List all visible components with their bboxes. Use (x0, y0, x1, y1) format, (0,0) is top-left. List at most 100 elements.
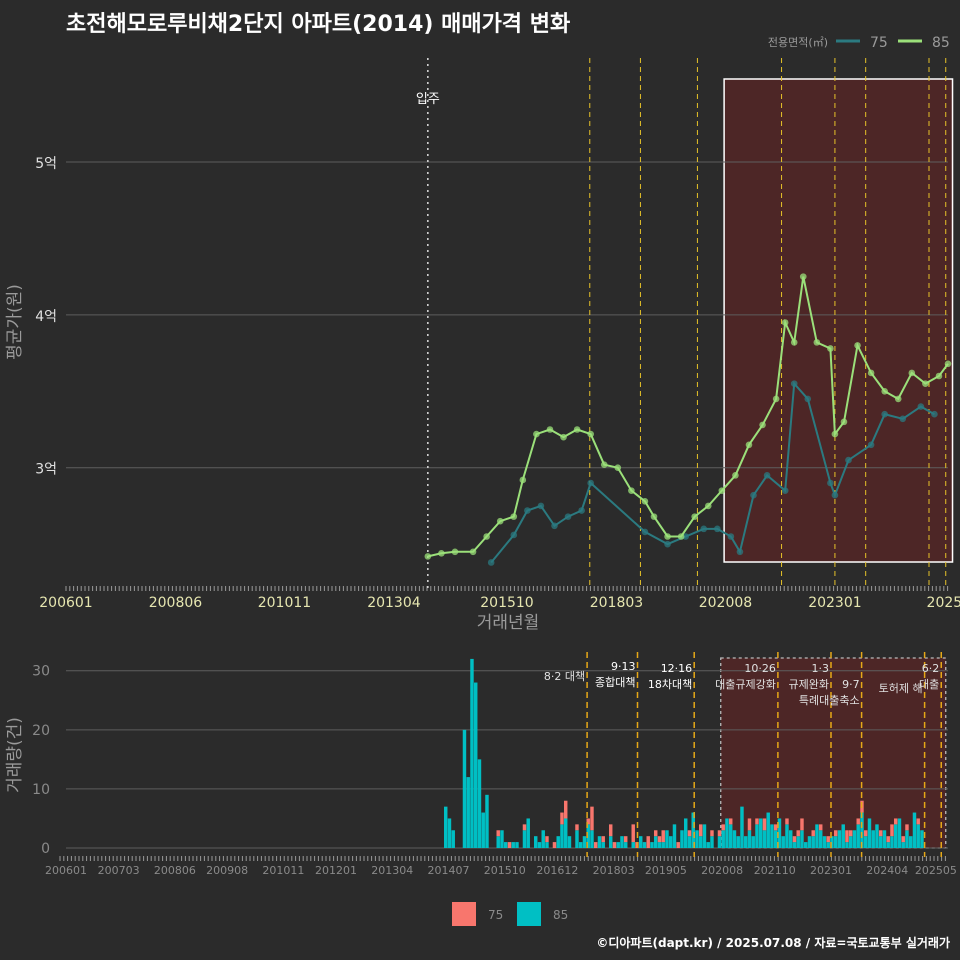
bar-85 (684, 818, 688, 848)
bar-85 (890, 836, 894, 848)
bar-85 (496, 836, 500, 848)
data-point-85 (677, 533, 685, 540)
data-point-85 (587, 430, 594, 438)
x-tick-label-bottom: 202505 (915, 864, 957, 877)
x-tick-label: 200806 (149, 595, 203, 611)
bar-85 (504, 842, 508, 848)
x-tick-label-bottom: 200601 (45, 864, 87, 877)
data-point-85 (519, 476, 527, 484)
data-point-85 (790, 339, 798, 346)
bar-85 (582, 836, 587, 848)
bar-85 (462, 729, 467, 848)
data-point-85 (799, 273, 807, 280)
data-point-75 (845, 456, 852, 464)
bar-85 (796, 836, 800, 848)
data-point-85 (546, 426, 554, 433)
bar-85 (830, 836, 834, 848)
bar-85 (639, 836, 643, 848)
bar-85 (590, 830, 594, 848)
bar-85 (586, 824, 590, 848)
x-tick-label-bottom: 201201 (315, 864, 357, 877)
bar-75 (552, 842, 557, 848)
x-tick-label-bottom: 202404 (866, 864, 908, 877)
policy-label: 종합대책 (595, 676, 635, 689)
bar-75 (676, 842, 680, 848)
x-tick-label: 201011 (258, 595, 311, 611)
bar-85 (567, 836, 572, 848)
bar-85 (710, 836, 714, 848)
bar-75 (661, 830, 665, 843)
bar-85 (654, 836, 658, 848)
data-point-85 (451, 548, 459, 556)
bar-85 (807, 836, 812, 848)
legend-swatch-bar-75 (452, 902, 476, 926)
y-tick-label-bottom: 30 (32, 664, 50, 680)
bar-85 (744, 836, 748, 848)
bar-75 (879, 830, 883, 837)
data-point-75 (587, 479, 594, 487)
bar-75 (856, 818, 860, 825)
bar-85 (819, 830, 823, 848)
bar-85 (481, 812, 485, 848)
legend-label-bar-85: 85 (553, 908, 568, 922)
data-point-75 (700, 525, 708, 533)
bar-85 (680, 830, 684, 848)
bar-85 (474, 682, 478, 848)
bar-75 (590, 806, 594, 831)
data-point-75 (564, 513, 572, 520)
bar-75 (687, 830, 692, 837)
bar-85 (789, 830, 793, 848)
bar-85 (537, 842, 542, 848)
bar-75 (755, 818, 759, 825)
policy-label: 규제완화 (789, 678, 829, 691)
bar-75 (717, 830, 722, 837)
bar-85 (522, 830, 527, 848)
bar-75 (609, 824, 613, 837)
policy-label: 1·3 (812, 662, 830, 675)
bar-75 (646, 836, 650, 848)
data-point-85 (510, 513, 518, 520)
bar-85 (706, 842, 710, 848)
series-line-85 (427, 276, 949, 558)
data-point-85 (600, 461, 608, 468)
bar-85 (597, 836, 602, 848)
x-tick-label: 201304 (367, 595, 421, 611)
y-axis-title-bottom: 거래량(건) (5, 717, 25, 793)
policy-label: 12·16 (661, 662, 693, 675)
bar-85 (466, 777, 470, 848)
bar-75 (905, 824, 909, 831)
x-tick-label-bottom: 200908 (206, 864, 248, 877)
data-point-85 (573, 426, 581, 433)
policy-label: 토허제 해 (879, 681, 923, 695)
legend-label-85: 85 (932, 35, 950, 51)
bar-85 (541, 830, 545, 848)
x-tick-label: 201510 (480, 595, 533, 611)
bar-75 (654, 830, 658, 837)
bar-85 (826, 842, 830, 848)
data-point-85 (691, 513, 699, 520)
bar-85 (556, 836, 560, 848)
bar-75 (657, 836, 662, 843)
bar-75 (612, 842, 617, 848)
bar-85 (736, 836, 740, 848)
bar-85 (815, 824, 819, 848)
x-tick-label-bottom: 201304 (371, 864, 413, 877)
bar-75 (894, 818, 898, 825)
bar-85 (909, 836, 913, 848)
bar-85 (834, 836, 838, 848)
bar-85 (721, 830, 725, 848)
data-point-85 (438, 550, 445, 557)
bar-85 (894, 824, 898, 848)
bar-85 (882, 830, 887, 848)
bar-75 (710, 830, 714, 837)
bar-75 (785, 818, 789, 825)
x-tick-label-bottom: 202008 (701, 864, 743, 877)
bar-85 (822, 836, 827, 848)
x-tick-label-bottom: 201407 (428, 864, 470, 877)
bar-85 (601, 842, 605, 848)
bar-85 (444, 806, 448, 848)
y-tick-label: 5억 (35, 156, 57, 172)
bar-85 (564, 818, 568, 848)
bar-85 (470, 658, 474, 848)
